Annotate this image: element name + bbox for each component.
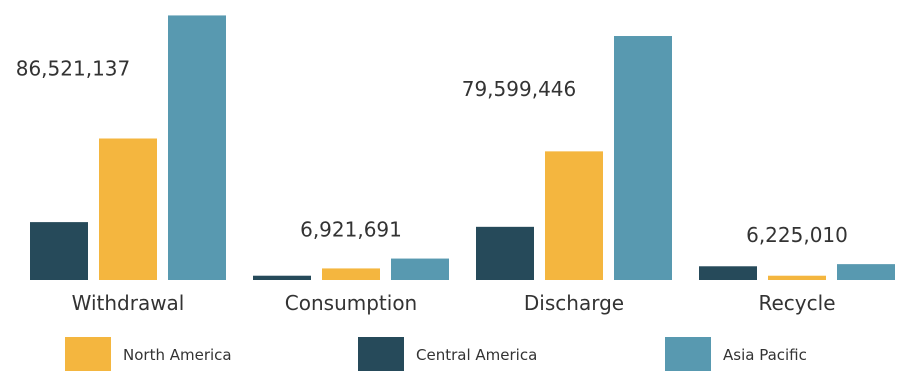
bar-consumption-asia-pacific	[391, 258, 449, 280]
total-label: 86,521,137	[16, 56, 131, 80]
category-label: Consumption	[285, 291, 417, 315]
bar-withdrawal-central-america	[30, 222, 88, 280]
total-label: 79,599,446	[462, 77, 577, 101]
legend-label: Asia Pacific	[723, 346, 807, 364]
category-labels-layer: Withdrawal Consumption Discharge Recycle	[72, 291, 836, 315]
category-label: Discharge	[524, 291, 624, 315]
bar-withdrawal-asia-pacific	[168, 15, 226, 281]
total-label: 6,921,691	[300, 218, 402, 242]
bar-recycle-asia-pacific	[837, 264, 895, 280]
total-label: 6,225,010	[746, 223, 848, 247]
legend-swatch-north-america	[65, 337, 111, 371]
legend: North America Central America Asia Pacific	[65, 337, 807, 371]
bar-recycle-north-america	[768, 275, 826, 280]
bar-consumption-north-america	[322, 268, 380, 280]
category-label: Withdrawal	[72, 291, 185, 315]
category-label: Recycle	[759, 291, 836, 315]
bars-layer	[30, 15, 895, 281]
bar-recycle-central-america	[699, 266, 757, 280]
bar-discharge-central-america	[476, 226, 534, 280]
bar-discharge-north-america	[545, 151, 603, 280]
bar-withdrawal-north-america	[99, 138, 157, 280]
legend-label: Central America	[416, 346, 537, 364]
legend-label: North America	[123, 346, 232, 364]
bar-discharge-asia-pacific	[614, 36, 672, 280]
total-labels-layer: 86,521,137 6,921,691 79,599,446 6,225,010	[16, 56, 848, 247]
legend-swatch-central-america	[358, 337, 404, 371]
bar-consumption-central-america	[253, 275, 311, 280]
legend-swatch-asia-pacific	[665, 337, 711, 371]
